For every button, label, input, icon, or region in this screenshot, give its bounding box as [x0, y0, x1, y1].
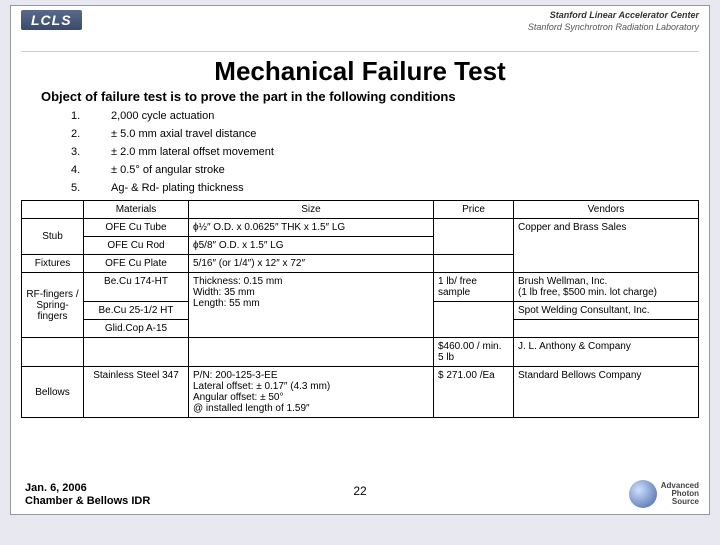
- table-row: RF-fingers / Spring-fingersBe.Cu 174-HTT…: [22, 273, 699, 302]
- table-row: StubOFE Cu Tubeϕ½″ O.D. x 0.0625″ THK x …: [22, 219, 699, 237]
- aps-logo: AdvancedPhotonSource: [629, 480, 699, 508]
- table-header: Size: [189, 201, 434, 219]
- footer-title: Chamber & Bellows IDR: [25, 495, 150, 508]
- table-row: BellowsStainless Steel 347P/N: 200-125-3…: [22, 367, 699, 418]
- slide-title: Mechanical Failure Test: [21, 56, 699, 87]
- materials-table: MaterialsSizePriceVendors StubOFE Cu Tub…: [21, 200, 699, 418]
- slac-line2: Stanford Synchrotron Radiation Laborator…: [528, 22, 699, 34]
- page-number: 22: [353, 484, 366, 498]
- slide-subtitle: Object of failure test is to prove the p…: [41, 89, 699, 104]
- condition-number: 5.: [71, 182, 111, 194]
- condition-text: ± 0.5° of angular stroke: [111, 164, 225, 176]
- table-row: $460.00 / min. 5 lbJ. L. Anthony & Compa…: [22, 338, 699, 367]
- lcls-logo: LCLS: [21, 10, 82, 30]
- condition-text: ± 2.0 mm lateral offset movement: [111, 146, 274, 158]
- condition-number: 2.: [71, 128, 111, 140]
- table-header: Materials: [84, 201, 189, 219]
- condition-text: 2,000 cycle actuation: [111, 110, 214, 122]
- table-header: [22, 201, 84, 219]
- condition-number: 1.: [71, 110, 111, 122]
- conditions-list: 1.2,000 cycle actuation2.± 5.0 mm axial …: [71, 110, 699, 194]
- condition-text: Ag- & Rd- plating thickness: [111, 182, 244, 194]
- condition-number: 4.: [71, 164, 111, 176]
- footer-date: Jan. 6, 2006: [25, 482, 150, 495]
- slac-line1: Stanford Linear Accelerator Center: [528, 10, 699, 22]
- footer: Jan. 6, 2006 Chamber & Bellows IDR: [25, 482, 150, 508]
- condition-text: ± 5.0 mm axial travel distance: [111, 128, 256, 140]
- condition-number: 3.: [71, 146, 111, 158]
- table-header: Vendors: [514, 201, 699, 219]
- table-header: Price: [434, 201, 514, 219]
- slac-branding: Stanford Linear Accelerator Center Stanf…: [528, 10, 699, 33]
